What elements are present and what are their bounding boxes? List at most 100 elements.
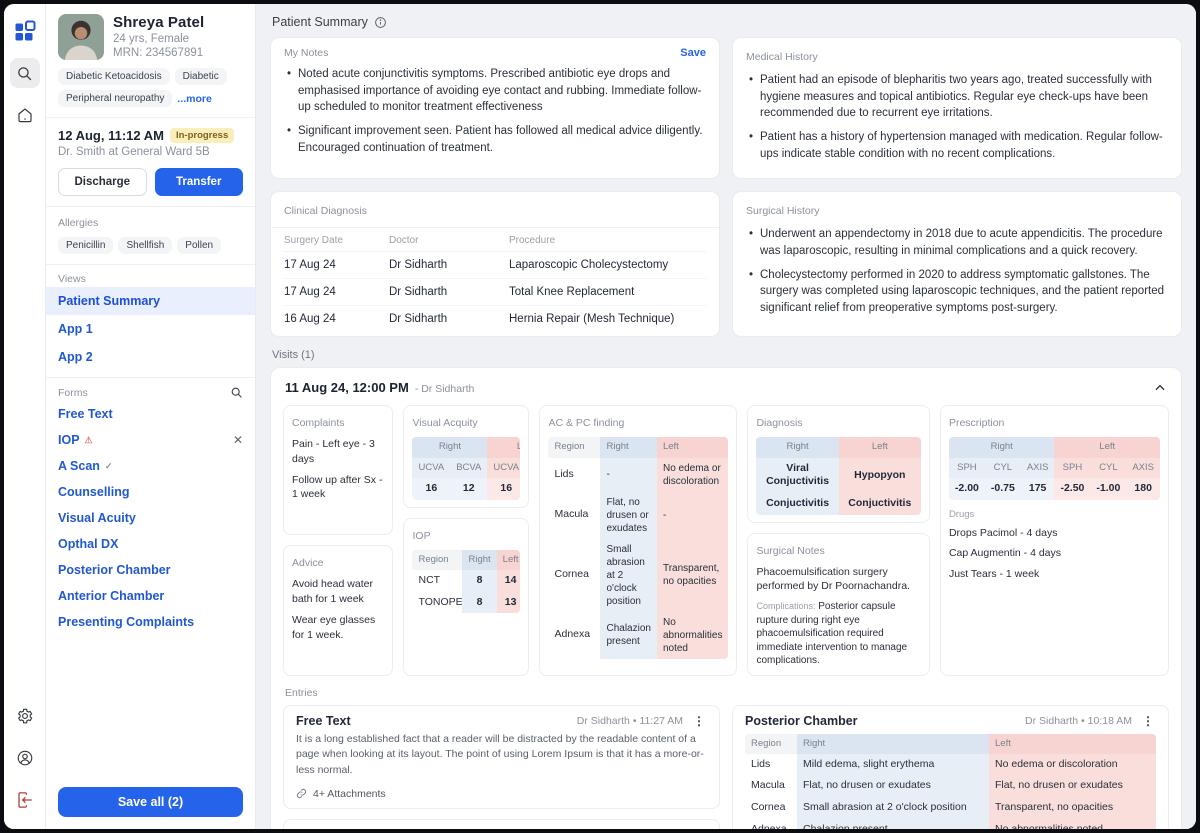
entry-title: Free Text [296, 713, 351, 728]
attachments-link[interactable]: 4+ Attachments [296, 788, 707, 800]
sidebar-form-visual-acuity[interactable]: Visual Acuity [46, 505, 255, 531]
region-cell: Cornea [751, 801, 786, 814]
sidebar-view-app-1[interactable]: App 1 [58, 322, 93, 336]
sidebar-form-iop[interactable]: IOP ⚠ ✕ [46, 427, 255, 453]
visual-acuity-label: Visual Acquity [412, 417, 478, 430]
logout-button[interactable] [10, 785, 40, 815]
sidebar-view-patient-summary[interactable]: Patient Summary [46, 287, 255, 315]
region-cell: Lids [751, 757, 771, 770]
entry-text: It is a long established fact that a rea… [296, 732, 704, 777]
views-label: Views [58, 273, 86, 285]
discharge-button[interactable]: Discharge [58, 168, 147, 196]
value-cell: -2.50 [1054, 478, 1091, 500]
left-eye-header: Left [496, 549, 521, 571]
sidebar-view-app-2[interactable]: App 2 [58, 350, 93, 364]
value-cell: 12 [450, 478, 488, 500]
history-bullet: Cholecystectomy performed in 2020 to add… [746, 267, 1168, 317]
right-eye-header: Right [797, 733, 990, 754]
value-cell: 180 [1126, 478, 1160, 500]
complications-text: Posterior capsule rupture during right e… [756, 601, 908, 666]
entry-menu-button[interactable]: ⋮ [1142, 713, 1154, 728]
account-icon [17, 750, 32, 766]
more-tags-link[interactable]: ...more [177, 92, 212, 105]
clinical-table-rows: 17 Aug 24 Dr Sidharth Laparoscopic Cholecy… [271, 251, 719, 332]
allergy-chip: Pollen [177, 237, 222, 254]
table-row[interactable]: 17 Aug 24 Dr Sidharth Total Knee Replaceme… [271, 278, 719, 305]
complications-label: Complications: [756, 601, 816, 611]
info-icon[interactable] [374, 16, 387, 29]
encounter-card: 12 Aug, 11:12 AM In-progress Dr. Smith a… [46, 118, 255, 207]
my-notes-label: My Notes [284, 47, 329, 59]
value-cell: 16 [487, 478, 521, 500]
surgical-history-label: Surgical History [746, 205, 820, 218]
iop-label: IOP [412, 529, 431, 542]
sidebar-form-counselling[interactable]: Counselling [46, 479, 255, 505]
region-cell: Macula [554, 508, 589, 521]
collapse-visit-button[interactable] [1153, 381, 1167, 395]
home-nav-button[interactable] [10, 100, 40, 130]
surgical-notes-card: Surgical Notes Phacoemulsification surge… [747, 532, 930, 676]
value-cell: 16 [412, 478, 451, 500]
patient-avatar [58, 14, 104, 60]
sidebar-form-a-scan[interactable]: A Scan ✓ [46, 453, 255, 479]
table-row[interactable]: 17 Aug 24 Dr Sidharth Laparoscopic Cholecy… [271, 251, 719, 278]
my-notes-save-link[interactable]: Save [680, 47, 706, 59]
right-eye-header: Right [412, 437, 488, 458]
value-cell: Viral Conjuctivitis [756, 457, 839, 493]
region-cell: NCT [418, 574, 441, 587]
save-all-button[interactable]: Save all (2) [58, 787, 243, 817]
patient-name: Shreya Patel [113, 14, 205, 31]
entry-menu-button[interactable]: ⋮ [693, 713, 705, 728]
advice-lines: Avoid head water bath for 1 week Wear eye… [292, 577, 384, 642]
column-header: AXIS [1126, 457, 1160, 479]
table-cell: Hernia Repair (Mesh Technique) [509, 305, 706, 332]
search-icon [18, 66, 32, 80]
sidebar-form-anterior-chamber[interactable]: Anterior Chamber [46, 583, 255, 609]
note-bullet: Significant improvement seen. Patient ha… [284, 123, 706, 156]
sidebar-footer: Save all (2) [46, 777, 255, 829]
entries-right-column: Posterior Chamber Dr Sidharth • 10:18 AM… [732, 704, 1169, 829]
region-cell: Cornea [554, 568, 589, 581]
entry-menu-button[interactable]: ⋮ [691, 828, 707, 829]
account-button[interactable] [10, 743, 40, 773]
region-cell: TONOPEN [418, 595, 471, 608]
iop-card: IOP Region Right Left NCT 8 14 TONOPEN 8 13 [403, 517, 530, 676]
acpc-label: AC & PC finding [548, 417, 625, 430]
views-section: Views Patient Summary App 1 App 2 [46, 265, 255, 378]
prescription-table: Right Left SPH CYL AXIS SPH CYL AXIS -2.00 -0.75 1… [948, 437, 1160, 500]
patient-tags: Diabetic Ketoacidosis Diabetic Peripheral … [58, 68, 243, 107]
column-header: Doctor [389, 235, 419, 247]
sidebar-form-presenting-complaints[interactable]: Presenting Complaints [46, 609, 255, 635]
sidebar-form-posterior-chamber[interactable]: Posterior Chamber [46, 557, 255, 583]
visit-datetime: 11 Aug 24, 12:00 PM [285, 380, 409, 396]
sidebar-form-opthal-dx[interactable]: Opthal DX [46, 531, 255, 557]
history-bullet: Patient has a history of hypertension ma… [746, 129, 1168, 162]
left-eye-header: Left [656, 437, 729, 458]
advice-line: Wear eye glasses for 1 week. [292, 613, 376, 641]
forms-section: Forms Free Text IOP ⚠ ✕ A Scan ✓ Counselling Vi… [46, 378, 255, 641]
app-window: Shreya Patel 24 yrs, Female MRN: 2345678… [4, 4, 1196, 829]
sidebar-form-free-text[interactable]: Free Text [46, 401, 255, 427]
forms-search-icon[interactable] [230, 386, 243, 399]
table-row[interactable]: 16 Aug 24 Dr Sidharth Hernia Repair (Mesh … [271, 305, 719, 332]
warning-icon: ⚠ [84, 434, 93, 445]
drug-line: Cap Augmentin - 4 days [948, 547, 1062, 560]
surgical-notes-complications: Complications: Posterior capsule rupture… [756, 600, 920, 668]
drug-line: Drops Pacimol - 4 days [948, 526, 1058, 539]
value-cell: No edema or discoloration [989, 753, 1156, 776]
table-cell: Total Knee Replacement [509, 278, 706, 305]
entry-meta: Dr Sidharth • 11:27 AM [576, 714, 683, 727]
close-icon[interactable]: ✕ [232, 433, 243, 447]
visits-section-label: Visits (1) [272, 349, 315, 362]
app-logo[interactable] [10, 16, 40, 46]
iop-table: Region Right Left NCT 8 14 TONOPEN 8 13 [412, 549, 521, 614]
transfer-button[interactable]: Transfer [154, 168, 243, 196]
right-eye-header: Right [462, 549, 497, 571]
drugs-label: Drugs [948, 508, 975, 520]
complaints-card: Complaints Pain - Left eye - 3 days Follo… [283, 405, 394, 536]
check-icon: ✓ [104, 460, 113, 471]
encounter-datetime: 12 Aug, 11:12 AM [58, 128, 164, 143]
search-nav-button[interactable] [9, 58, 40, 88]
value-cell: 8 [462, 570, 497, 592]
settings-button[interactable] [10, 701, 40, 731]
